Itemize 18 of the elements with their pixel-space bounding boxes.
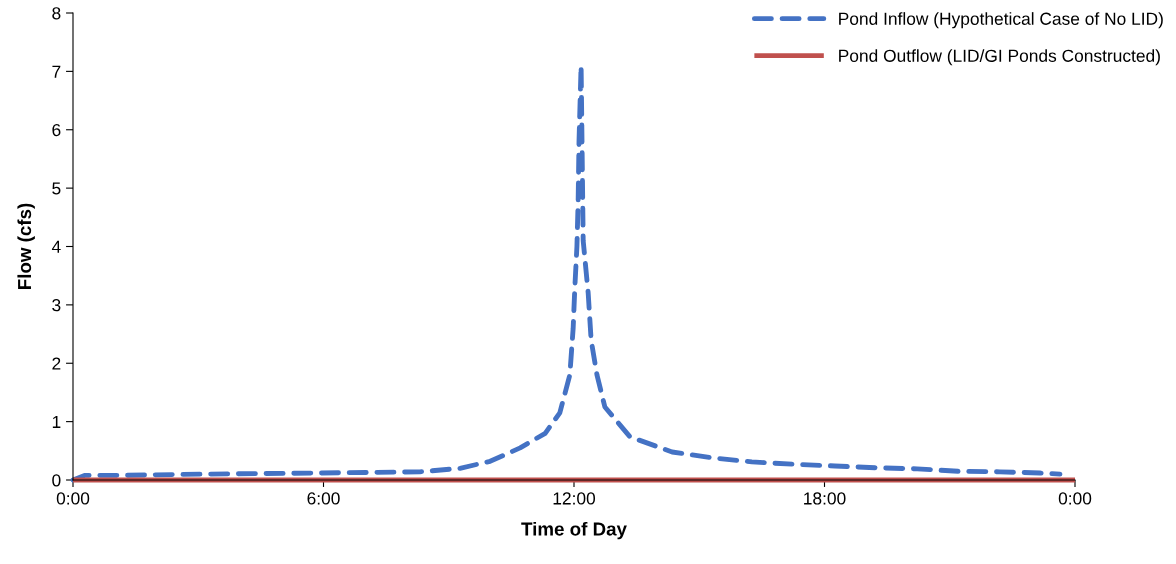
y-tick-label: 2 — [52, 357, 61, 370]
y-tick-label: 7 — [52, 65, 61, 78]
y-axis-title: Flow (cfs) — [17, 203, 35, 289]
legend-label: Pond Inflow (Hypothetical Case of No LID) — [839, 12, 1163, 29]
legend-label: Pond Outflow (LID/GI Ponds Constructed) — [839, 49, 1160, 66]
y-tick-label: 1 — [52, 415, 61, 428]
x-tick-label: 0:00 — [56, 492, 90, 505]
x-axis-title: Time of Day — [521, 521, 627, 540]
y-tick-label: 3 — [52, 299, 61, 312]
x-tick-label: 6:00 — [307, 492, 340, 505]
x-tick-label: 12:00 — [553, 492, 596, 505]
y-tick-label: 8 — [52, 7, 61, 20]
y-tick-label: 4 — [51, 240, 61, 253]
y-tick-label: 6 — [52, 123, 61, 137]
y-tick-label: 0 — [52, 474, 61, 487]
y-tick-label: 5 — [52, 182, 61, 195]
x-tick-label: 0:00 — [1058, 492, 1092, 505]
x-tick-label: 18:00 — [804, 492, 846, 505]
